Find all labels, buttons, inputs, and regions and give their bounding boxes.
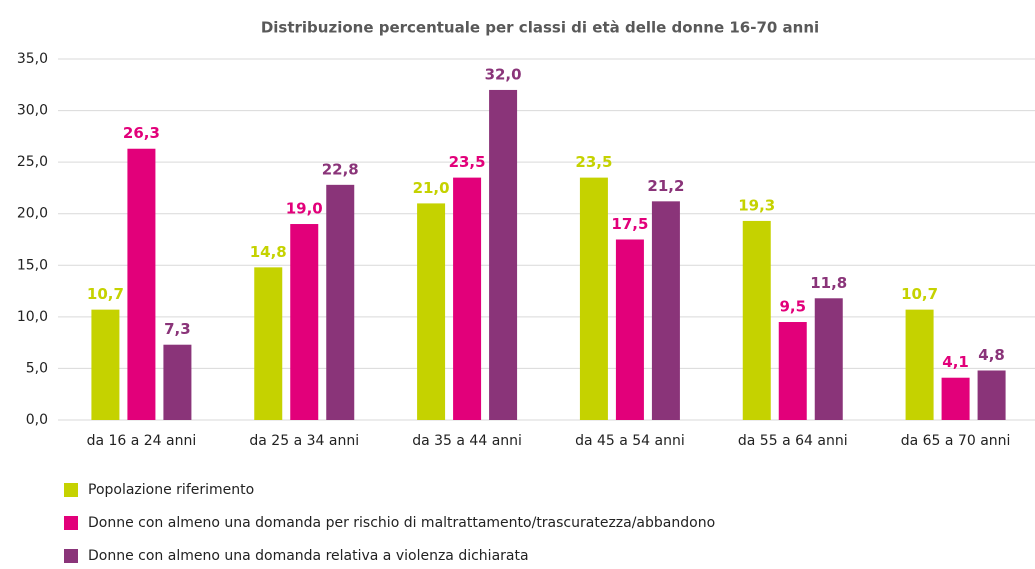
x-tick-label: da 45 a 54 anni <box>575 433 685 449</box>
bar <box>290 224 319 420</box>
y-tick-label: 15,0 <box>17 257 48 273</box>
value-label: 11,8 <box>810 274 847 292</box>
value-label: 10,7 <box>901 285 938 303</box>
value-label: 17,5 <box>611 215 648 233</box>
value-label: 23,5 <box>575 153 612 171</box>
value-label: 4,1 <box>942 353 969 371</box>
y-tick-label: 10,0 <box>17 309 48 325</box>
value-label: 19,3 <box>738 196 775 214</box>
y-tick-label: 25,0 <box>17 154 48 170</box>
y-tick-label: 5,0 <box>26 360 48 376</box>
bar <box>977 370 1006 420</box>
bar <box>579 177 608 420</box>
bar <box>417 203 446 420</box>
legend-swatch <box>64 483 78 497</box>
bar <box>326 184 355 420</box>
legend-swatch <box>64 516 78 530</box>
value-label: 14,8 <box>250 243 287 261</box>
value-label: 32,0 <box>485 65 522 83</box>
y-tick-label: 0,0 <box>26 412 48 428</box>
chart-title: Distribuzione percentuale per classi di … <box>261 19 819 37</box>
value-label: 23,5 <box>449 153 486 171</box>
bar <box>91 309 120 420</box>
y-tick-label: 35,0 <box>17 51 48 67</box>
y-tick-label: 20,0 <box>17 206 48 222</box>
y-tick-label: 30,0 <box>17 103 48 119</box>
x-tick-label: da 65 a 70 anni <box>901 433 1011 449</box>
bar <box>651 201 680 420</box>
legend-swatch <box>64 549 78 563</box>
bar <box>905 309 934 420</box>
value-label: 26,3 <box>123 124 160 142</box>
bar <box>163 344 192 420</box>
bar <box>127 148 156 420</box>
value-label: 9,5 <box>779 298 806 316</box>
value-label: 19,0 <box>286 200 323 218</box>
value-label: 21,0 <box>413 179 450 197</box>
bar <box>778 322 807 420</box>
value-label: 4,8 <box>978 346 1005 364</box>
x-tick-label: da 35 a 44 anni <box>412 433 522 449</box>
bar <box>814 298 843 420</box>
value-label: 7,3 <box>164 320 191 338</box>
value-label: 21,2 <box>647 177 684 195</box>
x-tick-label: da 25 a 34 anni <box>249 433 359 449</box>
legend-label: Popolazione riferimento <box>88 482 254 498</box>
bar <box>742 220 771 420</box>
bar <box>941 377 970 420</box>
x-tick-label: da 55 a 64 anni <box>738 433 848 449</box>
bar <box>453 177 482 420</box>
bar <box>254 267 283 420</box>
bar <box>615 239 644 420</box>
value-label: 10,7 <box>87 285 124 303</box>
legend-label: Donne con almeno una domanda per rischio… <box>88 515 715 531</box>
value-label: 22,8 <box>322 160 359 178</box>
legend-label: Donne con almeno una domanda relativa a … <box>88 548 529 564</box>
bar <box>489 89 518 420</box>
x-tick-label: da 16 a 24 anni <box>87 433 197 449</box>
